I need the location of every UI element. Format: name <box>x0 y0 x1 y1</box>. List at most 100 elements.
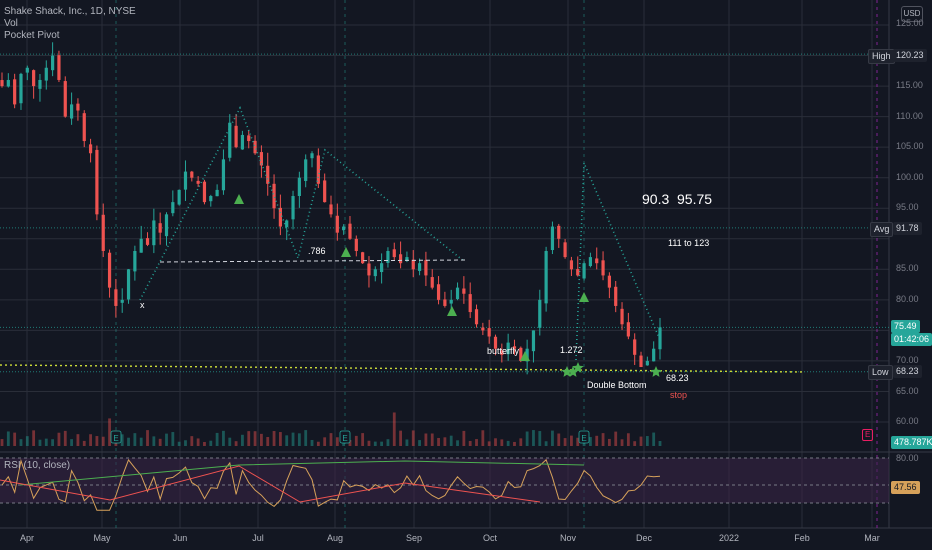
volume-bar <box>316 441 320 446</box>
candle-body <box>145 238 150 245</box>
candle-body <box>481 327 485 331</box>
volume-bar <box>165 433 168 446</box>
volume-bar <box>563 438 567 446</box>
harmonic-pattern <box>139 106 466 301</box>
price-tick: 95.00 <box>896 202 919 212</box>
volume-bar <box>626 433 630 446</box>
candle-body <box>386 250 390 263</box>
fib-1272-label[interactable]: 1.272 <box>560 345 583 355</box>
candle-body <box>310 153 314 159</box>
volume-bar <box>487 441 491 446</box>
fib-786-label[interactable]: .786 <box>308 246 326 256</box>
candle-body <box>607 275 611 288</box>
volume-bar <box>392 412 396 446</box>
candle-body <box>487 328 491 337</box>
double-bottom-label[interactable]: Double Bottom <box>587 380 647 390</box>
earnings-flag[interactable]: E <box>862 429 874 441</box>
volume-bar <box>519 438 523 446</box>
volume-bar <box>658 440 662 446</box>
candle-body <box>474 309 479 325</box>
candle-body <box>405 257 409 261</box>
candle-body <box>582 263 586 279</box>
volume-bar <box>190 436 194 446</box>
x-marker-label[interactable]: x <box>140 300 145 310</box>
volume-bar <box>171 432 175 446</box>
volume-bar <box>373 441 377 446</box>
target-b-label[interactable]: 95.75 <box>677 191 713 207</box>
earnings-badge <box>110 430 122 444</box>
volume-bar <box>576 437 580 446</box>
bottom-star-marker <box>567 366 579 377</box>
low-value-tag: 68.23 <box>893 365 922 378</box>
candle-body <box>601 260 605 276</box>
volume-bar <box>645 436 649 446</box>
volume-bar <box>101 436 105 446</box>
candle-body <box>588 257 593 267</box>
volume-bar <box>652 432 656 446</box>
symbol-title[interactable]: Shake Shack, Inc., 1D, NYSE <box>4 6 136 17</box>
candle-body <box>158 223 162 233</box>
volume-bar <box>405 439 409 446</box>
volume-indicator-label[interactable]: Vol <box>4 18 18 29</box>
candle-body <box>152 220 156 246</box>
volume-bar <box>51 439 55 446</box>
volume-bar <box>506 440 510 446</box>
volume-bar <box>146 430 149 446</box>
avg-label-tag: Avg <box>870 222 894 237</box>
volume-bar <box>139 437 143 446</box>
volume-bar <box>215 432 219 446</box>
low-price-label[interactable]: 68.23 <box>666 373 689 383</box>
stop-label[interactable]: stop <box>670 390 688 400</box>
volume-bar <box>607 438 611 446</box>
candle-body <box>95 149 99 215</box>
candle-body <box>620 308 624 325</box>
volume-bar <box>329 433 333 446</box>
volume-bar <box>95 436 99 446</box>
butterfly-label[interactable]: butterfly <box>487 346 520 356</box>
candle-body <box>569 260 574 270</box>
volume-bar <box>196 438 200 446</box>
rsi-legend[interactable]: RSI (10, close) <box>4 460 71 471</box>
support-line <box>0 364 806 373</box>
volume-bar <box>462 430 466 446</box>
price-scale-bg <box>889 0 932 550</box>
candle-body <box>392 249 396 258</box>
candle-body <box>506 342 510 355</box>
candle-body <box>626 322 630 337</box>
candle-body <box>316 155 320 184</box>
volume-bar <box>57 432 61 446</box>
time-tick: Oct <box>482 533 498 543</box>
candle-body <box>500 350 504 355</box>
candle-body <box>196 180 200 184</box>
volume-bar <box>500 439 504 446</box>
candle-body <box>57 55 61 80</box>
time-tick: Mar <box>864 533 880 543</box>
candle-body <box>468 294 472 313</box>
price-tick: 85.00 <box>896 263 919 273</box>
volume-bar <box>152 436 156 446</box>
candle-body <box>272 183 276 209</box>
volume-bar <box>82 440 86 446</box>
price-tick: 100.00 <box>896 172 924 182</box>
pocket-pivot-label[interactable]: Pocket Pivot <box>4 30 60 41</box>
currency-button[interactable]: USD <box>901 6 923 22</box>
volume-bar <box>25 436 29 446</box>
candle-body <box>361 252 365 264</box>
volume-bar <box>44 438 48 446</box>
volume-bar <box>0 439 4 446</box>
chart-grid <box>0 0 889 528</box>
candle-body <box>291 196 295 220</box>
target-a-label[interactable]: 90.3 <box>642 191 670 207</box>
volume-bar <box>70 439 73 446</box>
candle-body <box>171 202 175 214</box>
volume-bar <box>430 433 434 446</box>
target-range-label[interactable]: 111 to 123 <box>668 238 710 248</box>
candle-body <box>114 289 118 306</box>
volume-bar <box>89 434 92 446</box>
candle-body <box>63 81 67 117</box>
candle-body <box>164 214 169 237</box>
rsi-line <box>1 458 661 511</box>
volume-bar <box>266 437 270 446</box>
candle-body <box>544 250 548 304</box>
